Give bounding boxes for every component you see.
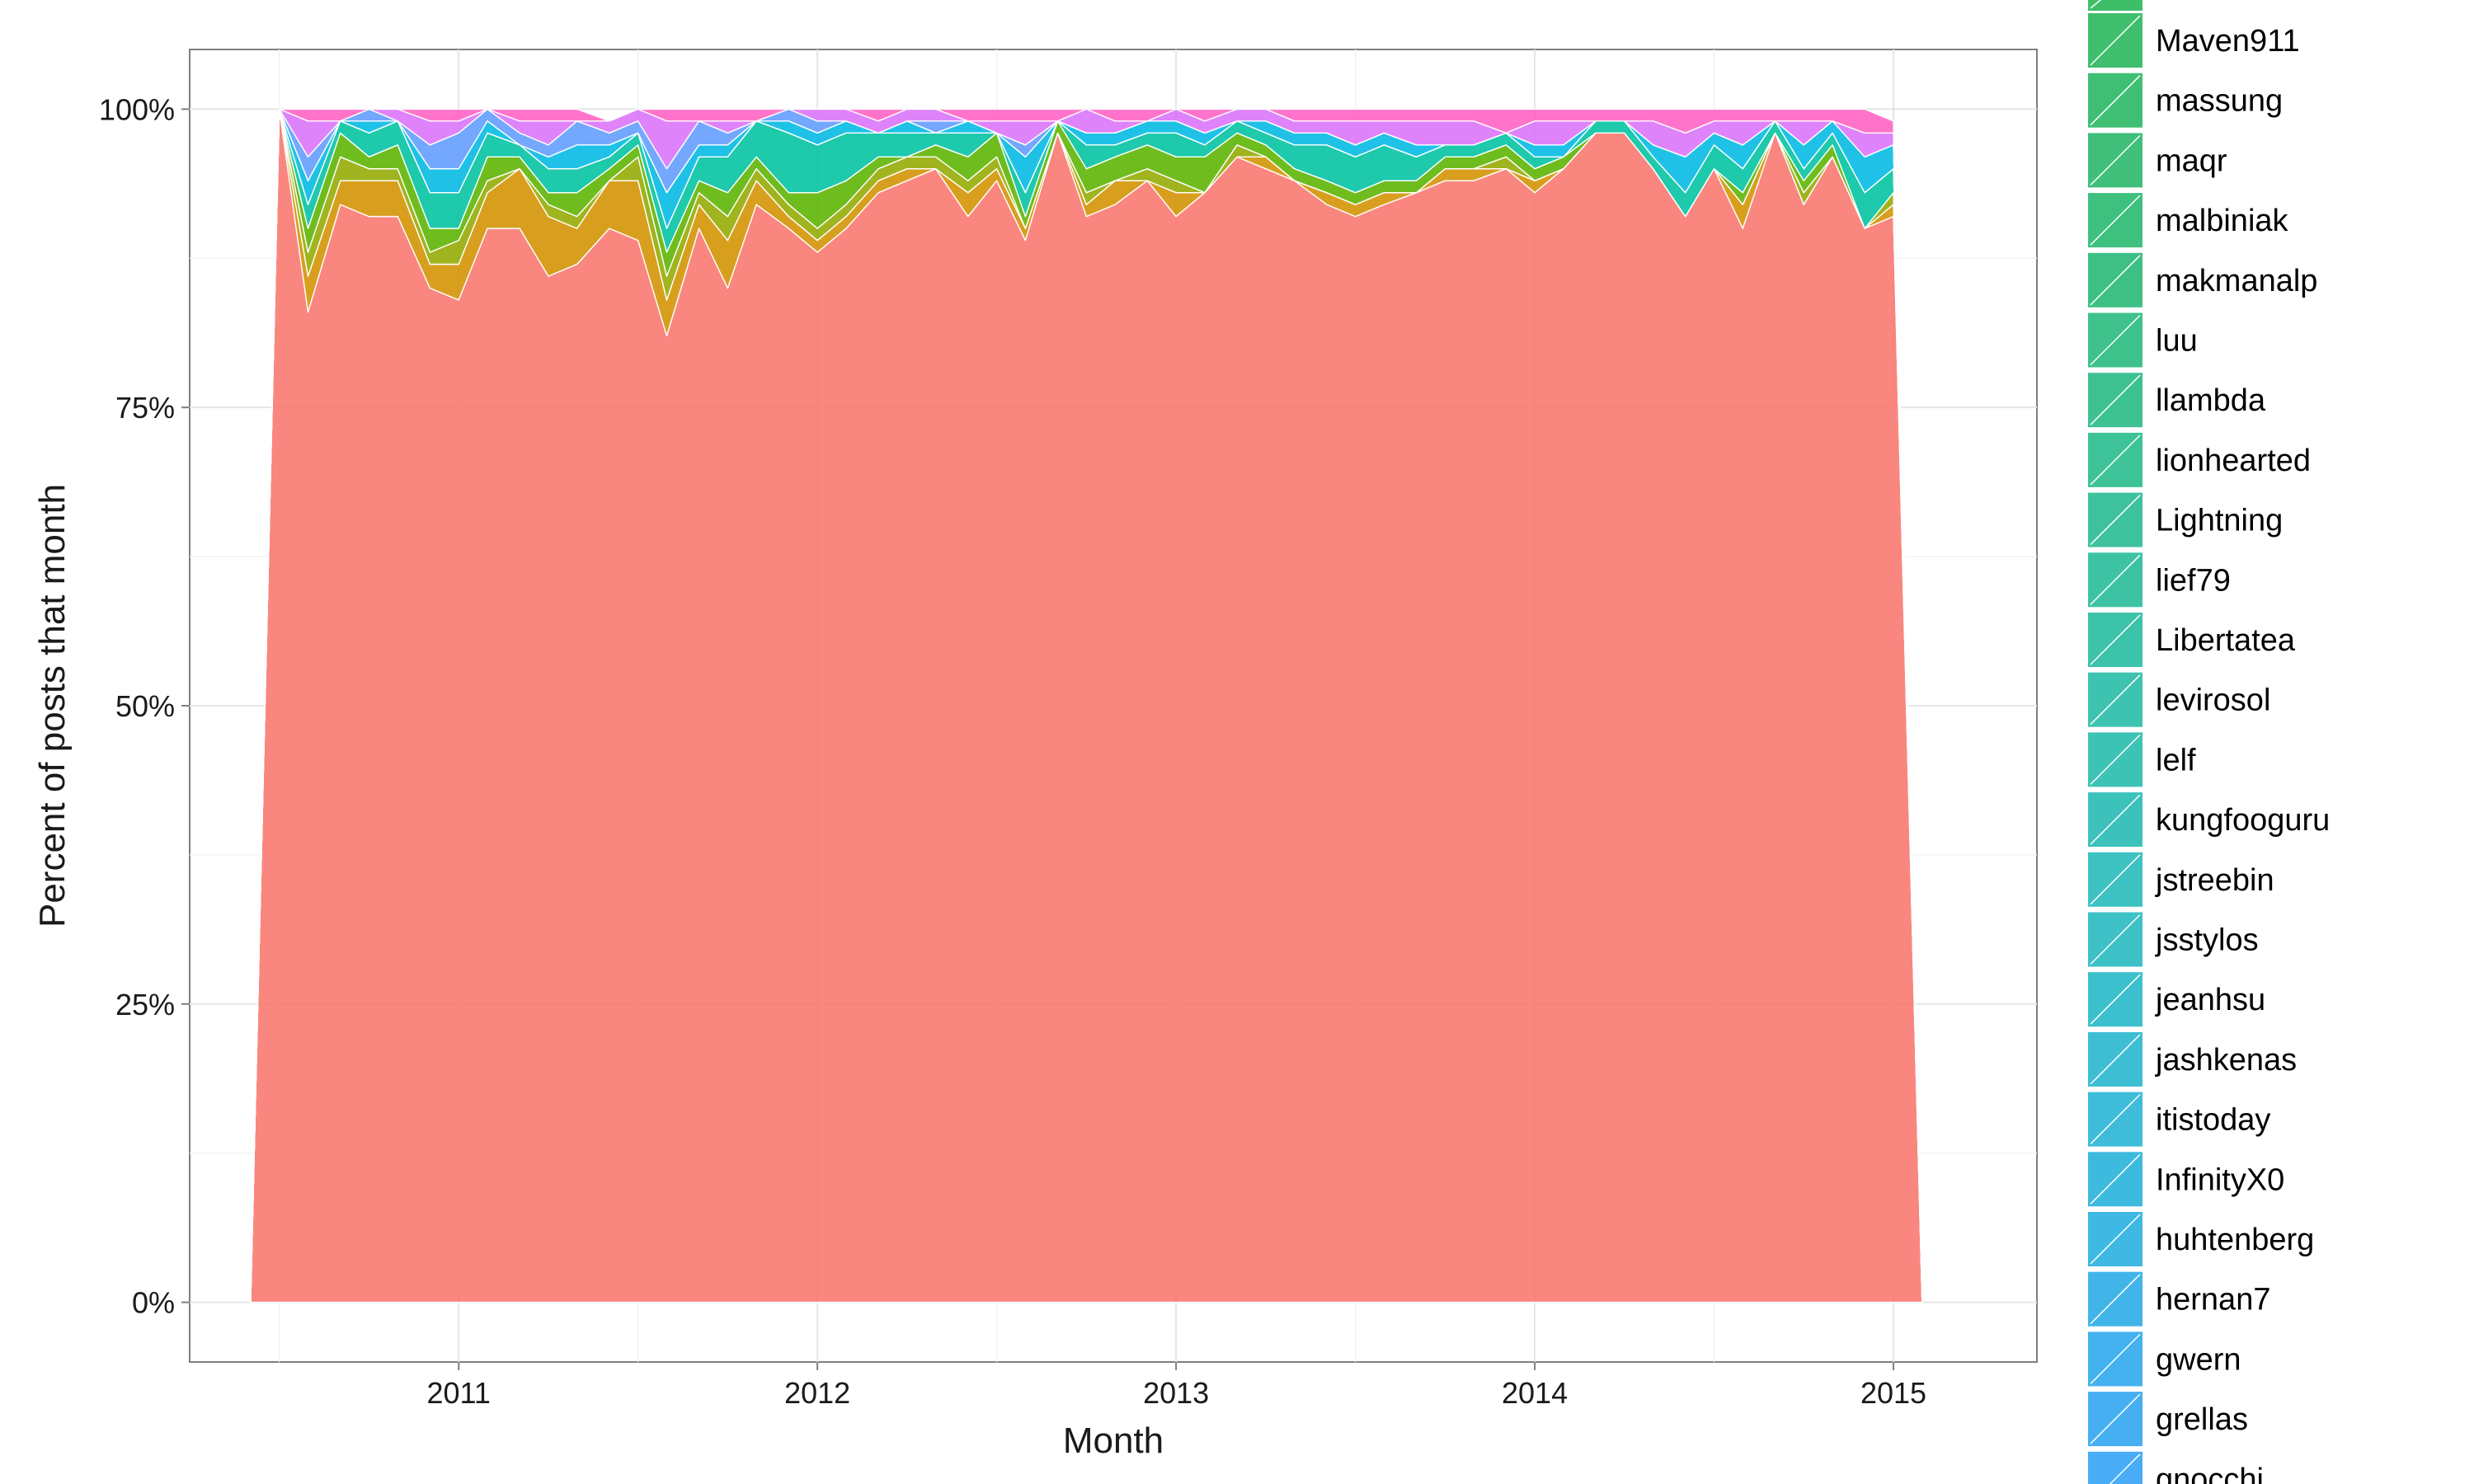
legend-label: llambda	[2156, 383, 2266, 418]
y-tick-label: 50%	[115, 689, 175, 723]
legend-label: jeanhsu	[2155, 983, 2265, 1017]
legend-label: malbiniak	[2156, 204, 2289, 238]
legend-key-slash	[2090, 0, 2102, 9]
legend-key-slash	[2090, 1333, 2141, 1384]
legend-key-slash	[2090, 1274, 2141, 1325]
area-series-0	[250, 108, 1923, 1303]
legend-label: lelf	[2156, 743, 2196, 777]
legend-label: grellas	[2156, 1402, 2248, 1437]
legend-key-slash	[2090, 674, 2141, 726]
legend-key-slash	[2090, 1214, 2141, 1265]
legend-label: jstreebin	[2155, 863, 2274, 898]
x-tick-label: 2015	[1860, 1376, 1926, 1410]
legend-label: gwern	[2156, 1342, 2241, 1377]
x-tick-label: 2013	[1143, 1376, 1209, 1410]
x-tick-label: 2014	[1502, 1376, 1568, 1410]
legend-label: Libertatea	[2156, 623, 2296, 658]
legend-label: luu	[2156, 324, 2198, 359]
legend-key-slash	[2090, 554, 2141, 605]
legend-label: gnocchi	[2156, 1463, 2264, 1484]
legend-key-slash	[2090, 495, 2141, 546]
legend-label: Lightning	[2156, 504, 2283, 538]
y-tick-label: 100%	[99, 92, 175, 126]
legend-key-slash	[2090, 614, 2141, 665]
legend-key-slash	[2090, 374, 2141, 425]
x-axis-title: Month	[1063, 1421, 1164, 1461]
legend-key-slash	[2090, 1393, 2141, 1444]
stacked-areas	[250, 108, 1923, 1303]
legend-key-slash	[2090, 734, 2141, 785]
legend-key-slash	[2109, 1453, 2141, 1484]
legend-label: jashkenas	[2155, 1043, 2297, 1078]
x-tick-label: 2012	[784, 1376, 850, 1410]
legend-key-slash	[2090, 1094, 2141, 1145]
legend-key-slash	[2090, 195, 2141, 246]
legend-key-partial	[2086, 0, 2144, 12]
legend-key-slash	[2090, 134, 2141, 186]
legend-key-slash	[2090, 794, 2141, 845]
legend-key-slash	[2090, 75, 2141, 126]
legend-label: hernan7	[2156, 1283, 2270, 1317]
y-axis: 0% 25% 50% 75% 100%	[99, 92, 190, 1320]
legend-label: lief79	[2156, 563, 2231, 598]
legend-label: InfinityX0	[2156, 1162, 2284, 1197]
x-axis: 2011 2012 2013 2014 2015	[427, 1362, 1926, 1410]
legend-key-slash	[2090, 255, 2141, 306]
legend-label: massung	[2156, 84, 2283, 119]
legend-key-slash	[2090, 314, 2141, 366]
legend-label: maqr	[2156, 143, 2227, 178]
y-tick-label: 75%	[115, 391, 175, 425]
legend-label: Maven911	[2156, 24, 2300, 59]
legend-label: jsstylos	[2155, 923, 2259, 958]
legend-key-slash	[2090, 15, 2141, 66]
legend-label: huhtenberg	[2156, 1223, 2314, 1257]
legend-label: lionhearted	[2156, 444, 2311, 478]
area-series-8	[250, 108, 1923, 1303]
legend-key-slash	[2090, 854, 2141, 905]
legend-key-slash	[2090, 913, 2141, 965]
legend-key-slash	[2090, 1153, 2141, 1205]
legend-key-slash	[2090, 434, 2141, 486]
legend-label: kungfooguru	[2156, 803, 2330, 838]
legend: Maven911 massung maqr malbiniak makmanalp luu…	[2086, 0, 2330, 1484]
x-tick-label: 2011	[427, 1376, 491, 1410]
legend-key-slash	[2090, 974, 2141, 1025]
legend-label: itistoday	[2156, 1103, 2270, 1138]
y-tick-label: 25%	[115, 988, 175, 1021]
y-tick-label: 0%	[132, 1286, 175, 1320]
legend-label: makmanalp	[2156, 264, 2317, 298]
y-axis-title: Percent of posts that month	[32, 484, 73, 928]
legend-label: levirosol	[2156, 683, 2270, 718]
legend-key-slash	[2090, 1034, 2141, 1085]
